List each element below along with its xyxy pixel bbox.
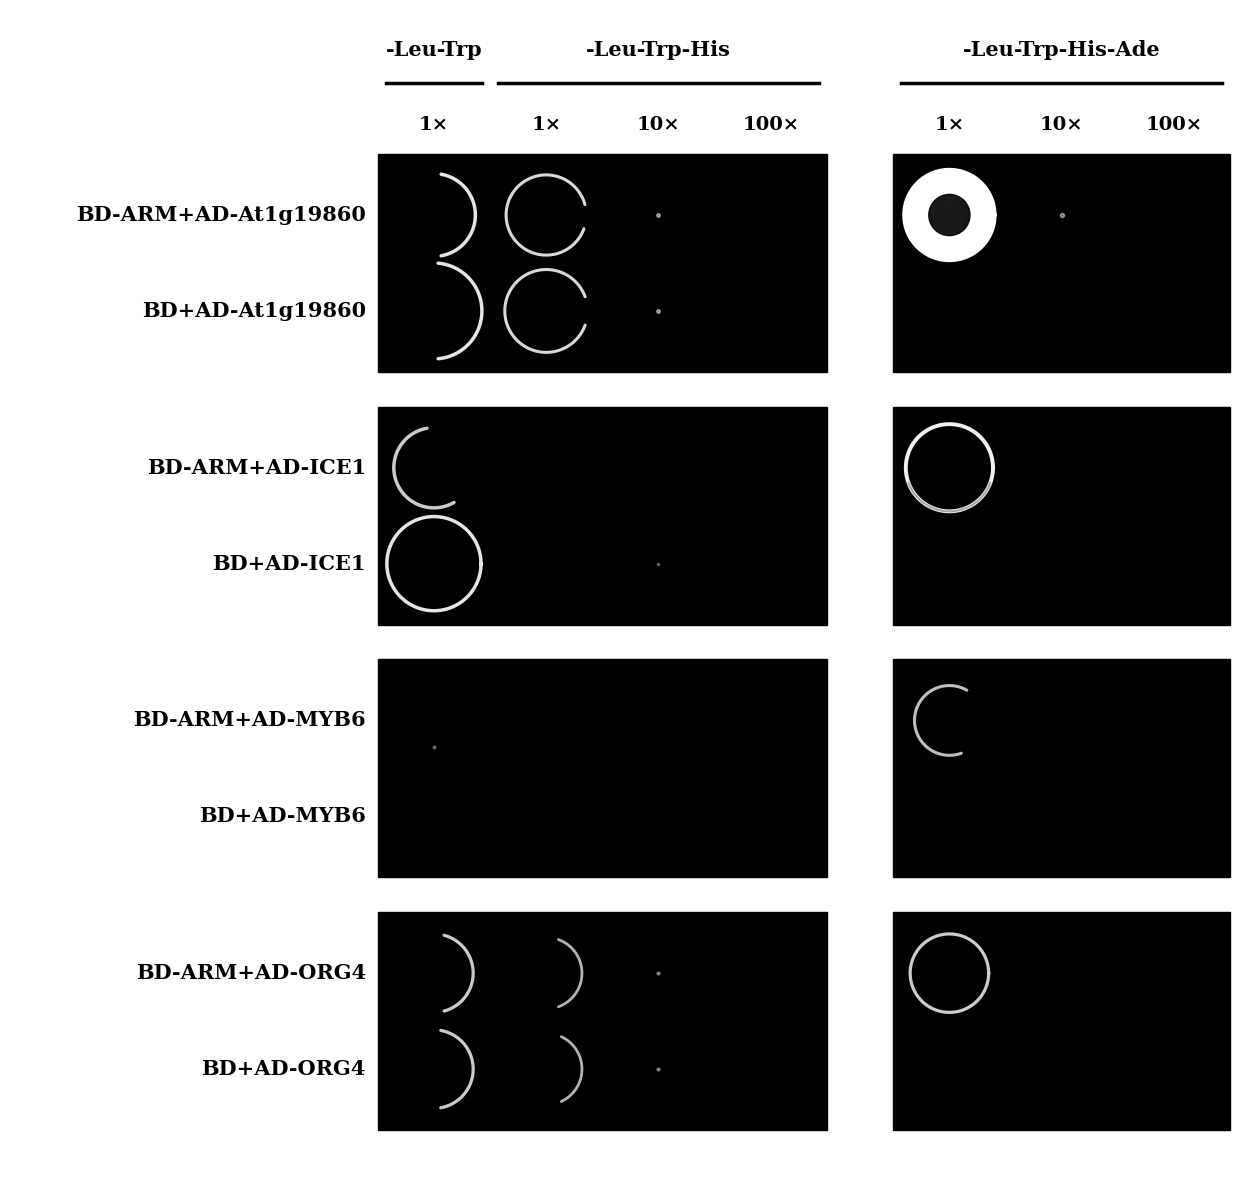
Circle shape <box>904 169 996 260</box>
Text: BD-ARM+AD-ICE1: BD-ARM+AD-ICE1 <box>146 458 366 477</box>
Text: BD-ARM+AD-MYB6: BD-ARM+AD-MYB6 <box>133 710 366 731</box>
Text: 1×: 1× <box>419 116 449 134</box>
Bar <box>893 154 1230 372</box>
Bar <box>378 154 490 372</box>
Text: BD+AD-ICE1: BD+AD-ICE1 <box>212 554 366 574</box>
Text: BD+AD-At1g19860: BD+AD-At1g19860 <box>141 301 366 321</box>
Circle shape <box>944 198 955 208</box>
Text: BD+AD-ORG4: BD+AD-ORG4 <box>202 1058 366 1079</box>
Bar <box>490 659 827 877</box>
Text: -Leu-Trp-His: -Leu-Trp-His <box>587 40 730 60</box>
Bar <box>378 912 490 1131</box>
Bar <box>378 406 490 625</box>
Text: 10×: 10× <box>1040 116 1084 134</box>
Text: BD-ARM+AD-At1g19860: BD-ARM+AD-At1g19860 <box>76 205 366 225</box>
Bar <box>490 406 827 625</box>
Circle shape <box>936 202 947 213</box>
Bar <box>893 912 1230 1131</box>
Text: -Leu-Trp-His-Ade: -Leu-Trp-His-Ade <box>963 40 1161 60</box>
Bar <box>893 406 1230 625</box>
Text: 1×: 1× <box>531 116 562 134</box>
Text: 1×: 1× <box>934 116 965 134</box>
Circle shape <box>929 194 970 236</box>
Circle shape <box>955 214 965 225</box>
Bar <box>490 154 827 372</box>
Bar <box>893 659 1230 877</box>
Text: 100×: 100× <box>1146 116 1203 134</box>
Text: 10×: 10× <box>636 116 681 134</box>
Text: -Leu-Trp: -Leu-Trp <box>386 40 482 60</box>
Bar <box>490 912 827 1131</box>
Text: 100×: 100× <box>743 116 800 134</box>
Bar <box>378 659 490 877</box>
Text: BD-ARM+AD-ORG4: BD-ARM+AD-ORG4 <box>136 963 366 983</box>
Text: BD+AD-MYB6: BD+AD-MYB6 <box>200 806 366 826</box>
